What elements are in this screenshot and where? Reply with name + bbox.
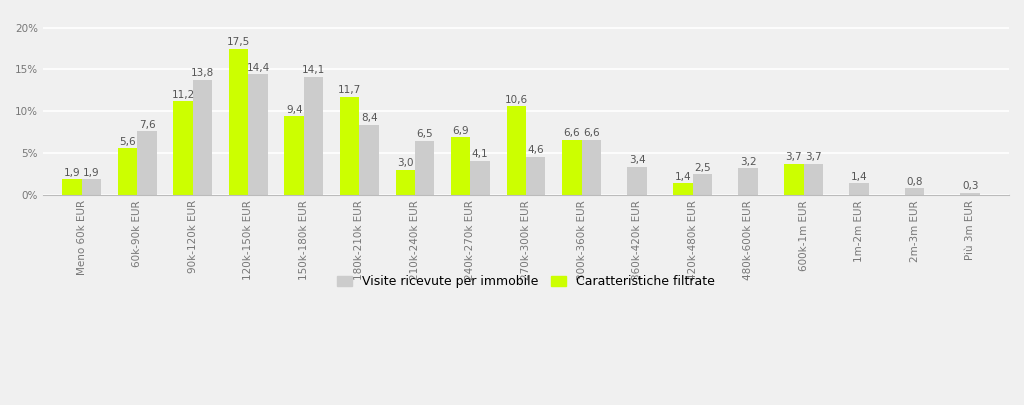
Bar [193,79,212,195]
Bar [784,164,804,195]
Bar [62,179,82,195]
Text: 17,5: 17,5 [227,37,250,47]
Text: 8,4: 8,4 [360,113,378,123]
Bar [470,161,489,195]
Bar [582,140,601,195]
Text: 0,3: 0,3 [962,181,978,191]
Bar [961,193,980,195]
Bar [451,137,470,195]
Text: 1,9: 1,9 [83,168,100,177]
Bar [415,141,434,195]
Text: 13,8: 13,8 [190,68,214,78]
Bar [118,148,137,195]
Text: 1,4: 1,4 [851,172,867,182]
Bar [692,174,712,195]
Text: 3,7: 3,7 [805,152,821,162]
Text: 1,4: 1,4 [675,172,691,182]
Text: 6,6: 6,6 [563,128,581,138]
Bar [229,49,249,195]
Text: 6,9: 6,9 [453,126,469,136]
Text: 14,1: 14,1 [302,65,326,75]
Text: 0,8: 0,8 [906,177,923,187]
Legend: Visite ricevute per immobile, Caratteristiche filtrate: Visite ricevute per immobile, Caratteris… [332,271,720,293]
Text: 9,4: 9,4 [286,105,302,115]
Bar [507,107,526,195]
Bar [340,97,359,195]
Bar [738,168,758,195]
Text: 14,4: 14,4 [247,63,269,73]
Text: 5,6: 5,6 [120,136,136,147]
Text: 11,2: 11,2 [172,90,195,100]
Text: 3,4: 3,4 [629,155,645,165]
Text: 3,0: 3,0 [397,158,414,168]
Text: 2,5: 2,5 [694,162,711,173]
Bar [173,101,193,195]
Text: 4,1: 4,1 [472,149,488,159]
Bar [562,140,582,195]
Text: 3,2: 3,2 [739,157,757,166]
Text: 6,6: 6,6 [583,128,599,138]
Bar [673,183,692,195]
Bar [137,132,157,195]
Bar [849,183,868,195]
Text: 4,6: 4,6 [527,145,544,155]
Text: 7,6: 7,6 [139,120,156,130]
Bar [249,75,268,195]
Bar [395,170,415,195]
Text: 10,6: 10,6 [505,95,527,104]
Text: 3,7: 3,7 [785,152,802,162]
Bar [82,179,101,195]
Bar [905,188,925,195]
Bar [628,166,647,195]
Text: 11,7: 11,7 [338,85,361,96]
Bar [526,157,546,195]
Bar [804,164,823,195]
Bar [285,116,304,195]
Text: 6,5: 6,5 [417,129,433,139]
Bar [359,125,379,195]
Bar [304,77,324,195]
Text: 1,9: 1,9 [63,168,81,177]
